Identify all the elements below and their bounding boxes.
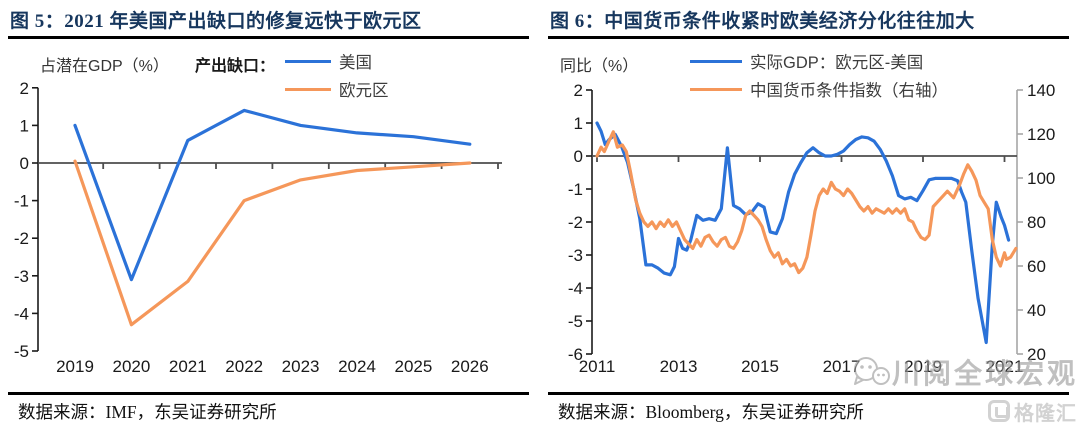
us-series-line [73, 108, 472, 282]
gelonghui-logo-text: 格隆汇 [1014, 402, 1077, 425]
x-axis-tick-label: 2019 [56, 357, 94, 376]
y-axis-tick-label: 1 [574, 114, 583, 133]
y-axis-tick-label: -3 [14, 267, 29, 286]
right-y-axis-tick-label: 120 [1027, 125, 1055, 144]
y-axis-tick-label: -2 [568, 213, 583, 232]
y-axis-tick-label: 2 [574, 81, 583, 100]
x-axis-tick-label: 2023 [282, 357, 320, 376]
y-axis-tick-label: 0 [20, 154, 29, 173]
legend-label: 欧元区 [339, 82, 389, 100]
gelonghui-logo: 格隆汇 [988, 397, 1077, 425]
y-axis-tick-label: -6 [568, 345, 583, 364]
x-axis-tick-label: 2026 [451, 357, 489, 376]
us-line-swatch [285, 59, 331, 63]
x-axis-tick-label: 2020 [112, 357, 150, 376]
x-axis-zero-line: 2019 2020 2021 2022 2023 2024 2025 2026 [38, 162, 502, 376]
legend-label: 美国 [339, 54, 372, 72]
figure6-chart: 2 1 0 -1 -2 -3 -4 -5 -6 140 120 100 80 60 40 20 2011 2013… [568, 81, 1056, 376]
x-axis-tick-label: 2025 [394, 357, 432, 376]
y-axis-tick-label: -2 [14, 229, 29, 248]
y-axis-tick-label: -5 [14, 342, 29, 361]
figure5-y-axis-caption: 占潜在GDP（%） [40, 58, 169, 75]
y-axis-tick-label: -3 [568, 246, 583, 265]
x-axis-tick-label: 2019 [904, 357, 942, 376]
figure5-legend-title: 产出缺口： [195, 58, 276, 75]
eurozone-series-line [73, 159, 472, 327]
bottom-rule [548, 392, 1069, 395]
right-y-axis-tick-label: 80 [1027, 213, 1046, 232]
figure6-source: 数据来源：Bloomberg，东吴证券研究所 [558, 402, 864, 422]
figure6-y-axis-caption: 同比（%） [560, 58, 639, 75]
x-axis-tick-label: 2021 [169, 357, 207, 376]
left-y-axis: 2 1 0 -1 -2 -3 -4 -5 [14, 79, 39, 361]
right-y-axis-tick-label: 60 [1027, 257, 1046, 276]
x-axis-tick-label: 2017 [823, 357, 861, 376]
right-y-axis-tick-label: 140 [1027, 81, 1055, 100]
left-y-axis: 2 1 0 -1 -2 -3 -4 -5 -6 [568, 81, 593, 364]
china_mci-series-line [595, 130, 1018, 275]
title-rule [8, 36, 529, 39]
y-axis-tick-label: -4 [14, 304, 29, 323]
right-y-axis: 140 120 100 80 60 40 20 [1016, 81, 1055, 364]
x-axis-zero-line: 2011 2013 2015 2017 2019 2021 [579, 155, 1024, 376]
x-axis-tick-label: 2013 [660, 357, 698, 376]
figure5-panel: 图 5：2021 年美国产出缺口的修复远快于欧元区 占潜在GDP（%） 产出缺口… [8, 11, 529, 422]
figure6-legend: 实际GDP：欧元区-美国 中国货币条件指数（右轴） [690, 50, 948, 106]
x-axis-tick-label: 2011 [579, 357, 616, 376]
figure5-source: 数据来源：IMF，东吴证券研究所 [18, 402, 277, 422]
gdp_diff-series-line [595, 121, 1011, 345]
figure6-title: 图 6：中国货币条件收紧时欧美经济分化往往加大 [550, 11, 975, 32]
x-axis-tick-label: 2022 [225, 357, 263, 376]
y-axis-tick-label: 1 [20, 116, 29, 135]
x-axis-tick-label: 2021 [986, 357, 1024, 376]
y-axis-tick-label: 0 [574, 147, 583, 166]
eurozone-line-swatch [285, 87, 331, 91]
legend-item-china-mci: 中国货币条件指数（右轴） [690, 78, 948, 100]
legend-item-gdp-diff: 实际GDP：欧元区-美国 [690, 50, 948, 72]
x-axis-tick-label: 2015 [741, 357, 779, 376]
bottom-rule [8, 392, 529, 395]
gdp-diff-line-swatch [690, 59, 742, 63]
legend-label: 实际GDP：欧元区-美国 [750, 54, 924, 72]
right-y-axis-tick-label: 20 [1027, 345, 1046, 364]
figure6-panel: 图 6：中国货币条件收紧时欧美经济分化往往加大 同比（%） 实际GDP：欧元区-… [540, 0, 1080, 429]
figure5-title: 图 5：2021 年美国产出缺口的修复远快于欧元区 [10, 11, 422, 32]
china-mci-line-swatch [690, 87, 742, 91]
x-axis-tick-label: 2024 [338, 357, 376, 376]
right-y-axis-tick-label: 100 [1027, 169, 1055, 188]
y-axis-tick-label: -1 [568, 180, 583, 199]
legend-label: 中国货币条件指数（右轴） [750, 82, 948, 100]
legend-item-eurozone: 欧元区 [285, 78, 389, 100]
y-axis-tick-label: -5 [568, 312, 583, 331]
figure5-legend: 美国 欧元区 [285, 50, 389, 106]
legend-item-us: 美国 [285, 50, 389, 72]
figure5-chart: 2 1 0 -1 -2 -3 -4 -5 2019 2020 2021 2022 2023 2024 202… [14, 79, 502, 376]
title-rule [548, 36, 1069, 39]
right-y-axis-tick-label: 40 [1027, 301, 1046, 320]
gelonghui-g-icon [988, 400, 1010, 422]
y-axis-tick-label: -1 [14, 192, 29, 211]
y-axis-tick-label: -4 [568, 279, 583, 298]
y-axis-tick-label: 2 [20, 79, 29, 98]
